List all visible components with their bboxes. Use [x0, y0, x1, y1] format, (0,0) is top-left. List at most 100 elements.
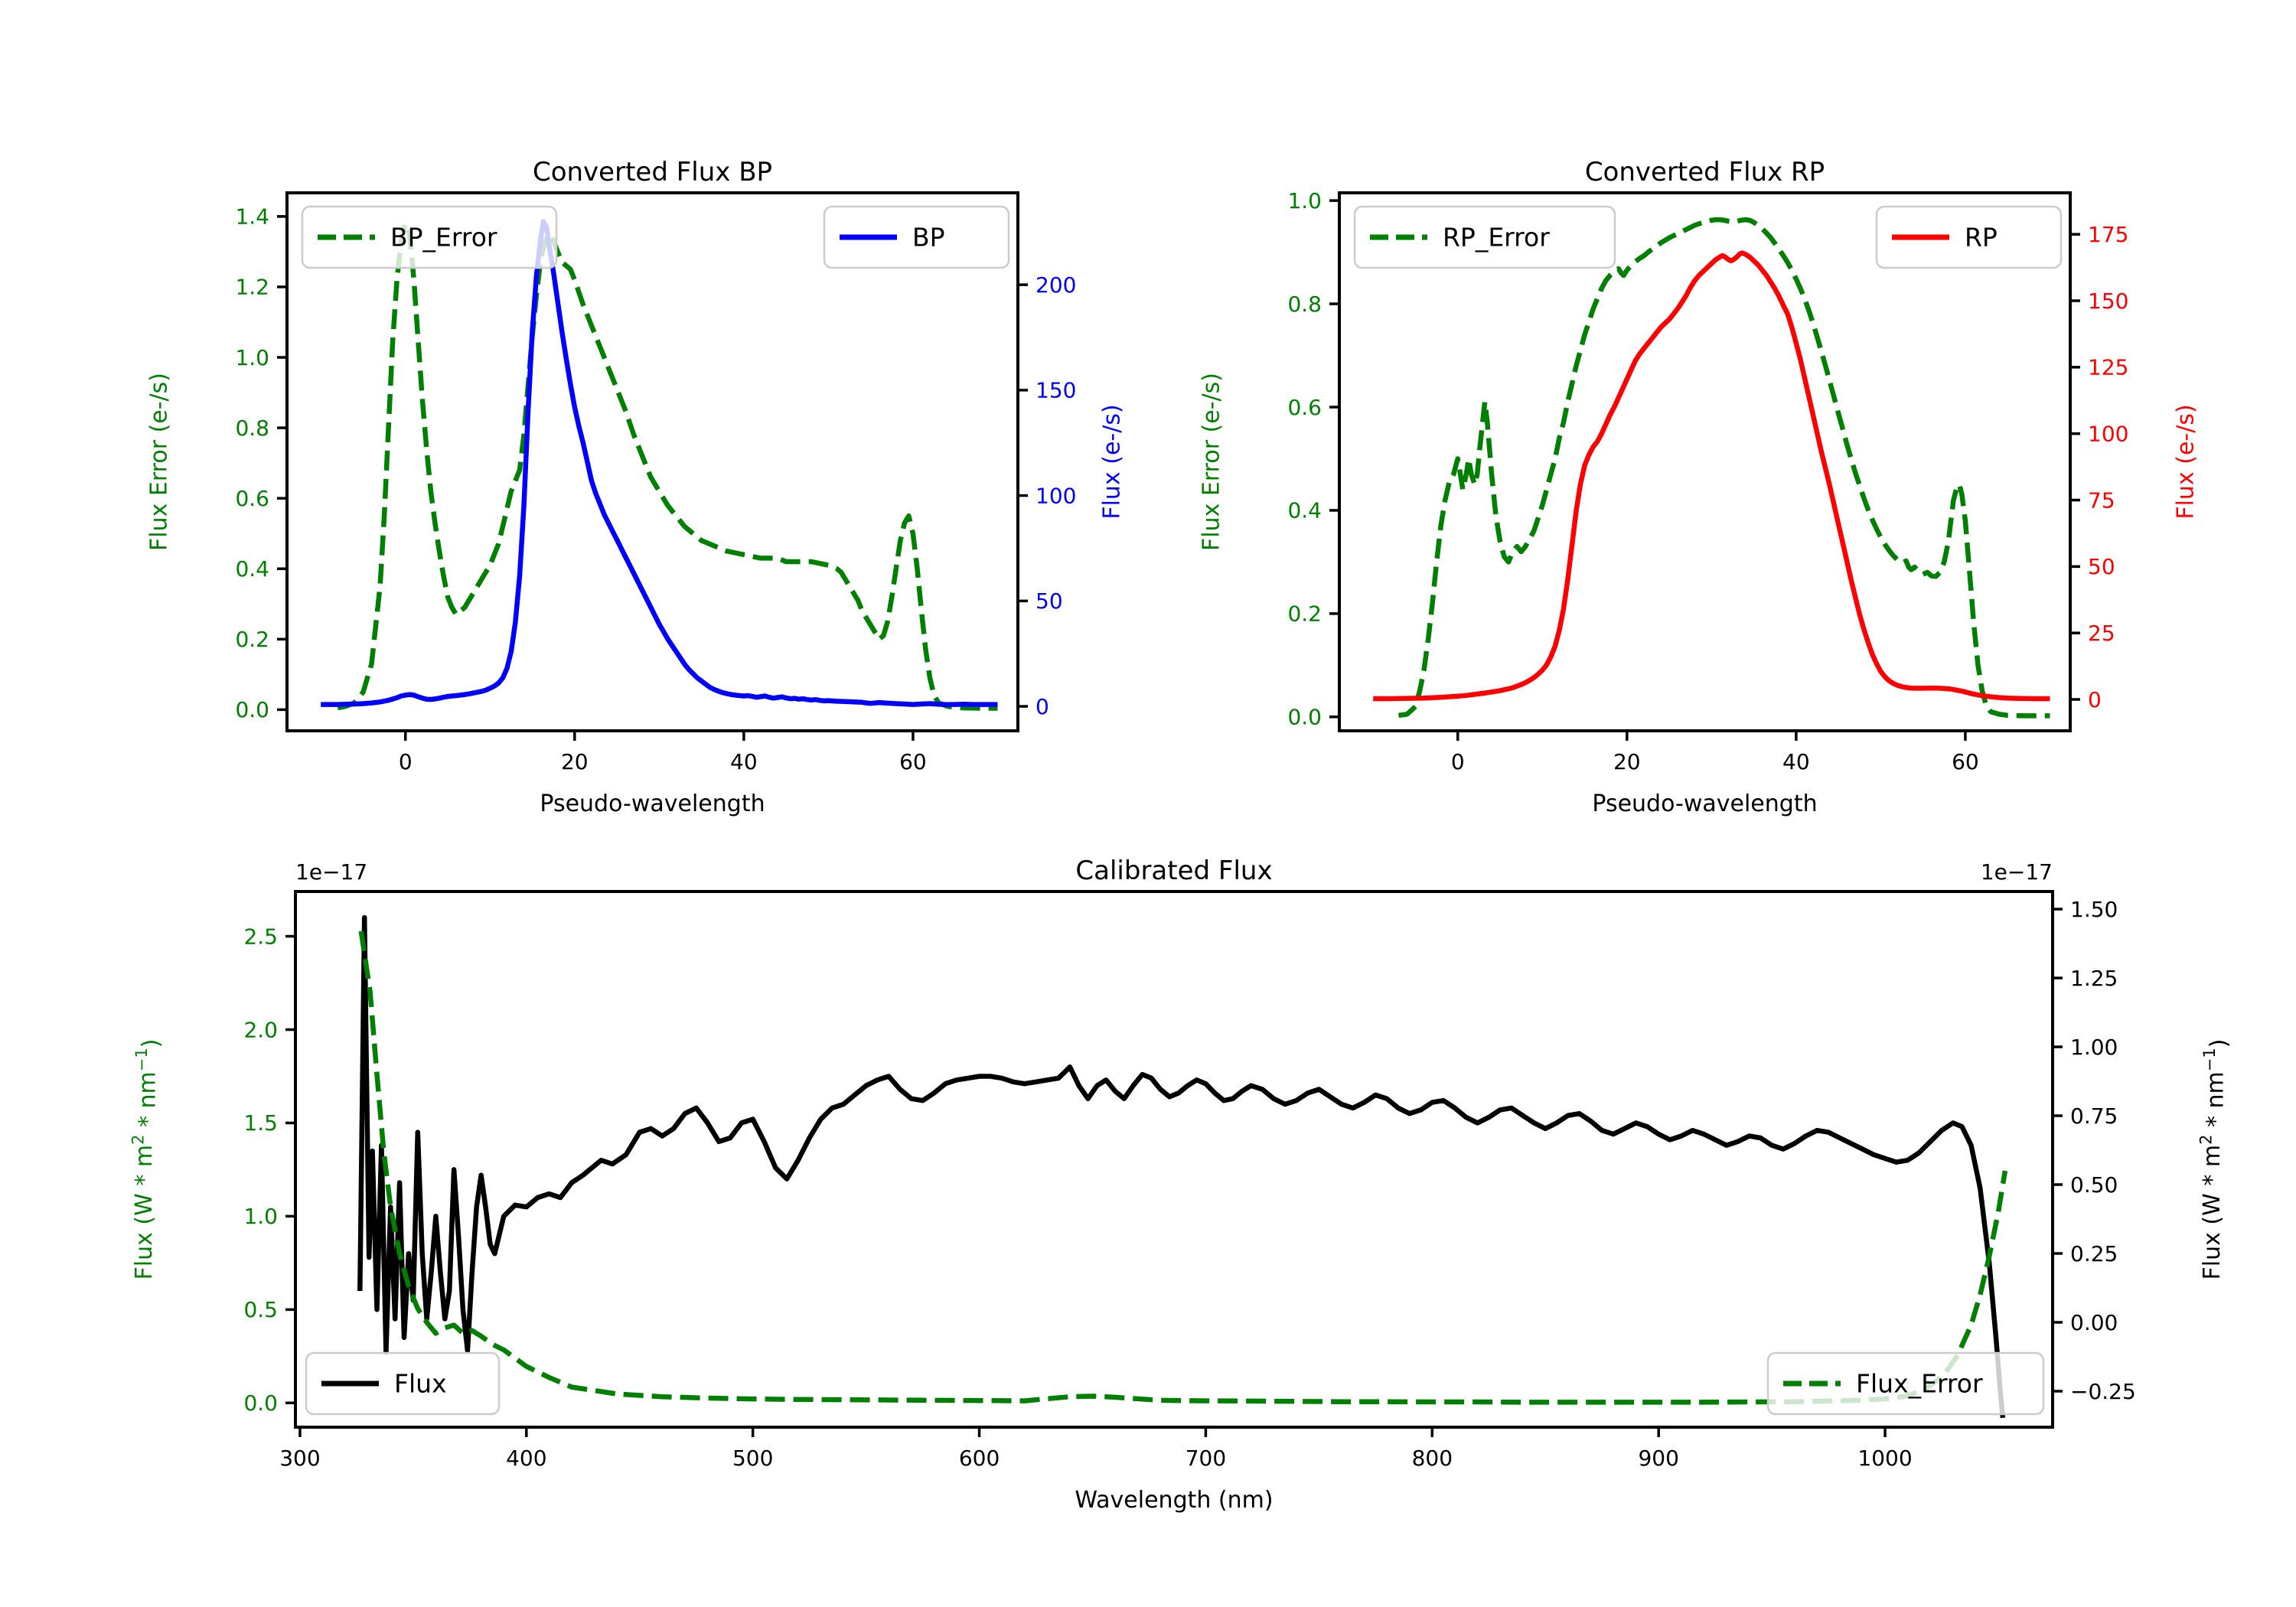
axes-frame: [294, 890, 2054, 1429]
subplot-cal: 300 400 500 600 700 800 900 1000 0.0 0.5 1.0 1.5 2.0…: [129, 856, 2233, 1514]
series-flux-line: [357, 914, 2006, 1419]
y-tick-label-right: 125: [2088, 355, 2128, 380]
label-text: * nm: [135, 1071, 161, 1134]
subplot-bp: 0 20 40 60 0.0 0.2 0.4 0.6 0.8 1.0 1.2 1.4 0 50 100 150…: [146, 157, 1126, 817]
x-tick-label: 800: [1412, 1446, 1453, 1471]
series-bp-line: [321, 219, 998, 708]
x-tick-label: 20: [1613, 749, 1641, 774]
x-tick-label: 900: [1638, 1446, 1678, 1471]
y-tick-label-left: 0.2: [1287, 601, 1322, 627]
legend-box: [301, 205, 558, 269]
legend-bp-error: BP_Error: [301, 205, 558, 269]
y-tick-label-left: 0.6: [235, 486, 269, 511]
y-tick-label-right: 1.50: [2070, 897, 2118, 922]
y-tick-label-right: 0: [2088, 687, 2102, 712]
legend-bp: BP: [823, 205, 1010, 269]
y-tick-label-right: 175: [2088, 222, 2128, 247]
legend-box: [305, 1351, 501, 1416]
x-tick-label: 40: [1782, 749, 1810, 774]
x-tick-label: 1000: [1857, 1446, 1912, 1471]
series-group: [1373, 217, 2050, 719]
y-axis-label-left: Flux Error (e-/s): [146, 373, 173, 551]
legend-box: [823, 205, 1010, 269]
legend-rp: RP: [1875, 205, 2063, 269]
y-axis-label-right: Flux (e-/s): [2173, 404, 2200, 519]
y-axis-label-right: Flux (e-/s): [1099, 404, 1126, 519]
y-tick-label-right: 50: [1035, 588, 1063, 614]
subplot-title: Converted Flux BP: [533, 157, 772, 187]
x-tick-label: 0: [399, 749, 413, 774]
label-text: * nm: [2203, 1071, 2229, 1134]
legend-label: Flux_Error: [1856, 1369, 1983, 1399]
y-tick-label-left: 0.4: [235, 556, 269, 582]
y-tick-label-right: 150: [2088, 288, 2128, 314]
legend-label: BP_Error: [390, 223, 497, 253]
axes-frame: [285, 191, 1019, 732]
y-tick-label-left: 1.2: [235, 275, 269, 300]
legend-flux: Flux: [305, 1351, 501, 1416]
label-text: Flux (W * m: [131, 1145, 158, 1280]
x-tick-label: 400: [506, 1446, 546, 1471]
y-tick-label-left: 2.5: [243, 924, 278, 949]
legend-label: BP: [912, 223, 945, 253]
y-tick-label-left: 0.6: [1287, 395, 1322, 420]
y-axis-label-left: Flux (W * m2 * nm−1): [129, 1039, 165, 1280]
y-tick-label-right: 0.50: [2070, 1172, 2118, 1198]
x-tick-label: 500: [732, 1446, 773, 1471]
y-tick-label-left: 1.5: [243, 1110, 278, 1136]
series-rp-line: [1373, 250, 2050, 702]
y-tick-label-right: 100: [2088, 421, 2128, 446]
legend-box: [1875, 205, 2063, 269]
subplot-rp: 0 20 40 60 0.0 0.2 0.4 0.6 0.8 1.0 0 25 50 75 100 125 15…: [1199, 157, 2200, 817]
y-tick-label-right: 200: [1035, 272, 1076, 298]
legend-flux-error: Flux_Error: [1766, 1351, 2045, 1416]
y-tick-label-left: 1.4: [235, 204, 269, 230]
x-tick-label: 300: [279, 1446, 320, 1471]
y-tick-label-left: 1.0: [243, 1204, 278, 1229]
y-tick-label-left: 0.8: [235, 416, 269, 441]
series-rp-error-line: [1397, 217, 2050, 719]
series-group: [321, 219, 998, 711]
x-tick-label: 600: [959, 1446, 1000, 1471]
superscript-text: 2: [129, 1135, 148, 1145]
y-tick-label-right: 1.25: [2070, 966, 2118, 991]
x-tick-label: 60: [1952, 749, 1979, 774]
y-tick-label-left: 0.4: [1287, 498, 1322, 523]
y-tick-label-right: 1.00: [2070, 1035, 2118, 1060]
x-tick-label: 60: [899, 749, 927, 774]
x-tick-label: 700: [1186, 1446, 1226, 1471]
y-tick-label-right: 50: [2088, 554, 2115, 579]
y-tick-label-right: 25: [2088, 621, 2115, 646]
subplot-title: Calibrated Flux: [1075, 856, 1272, 886]
y-tick-label-right: −0.25: [2070, 1379, 2136, 1404]
x-tick-label: 0: [1451, 749, 1465, 774]
label-text: Flux (W * m: [2199, 1145, 2226, 1280]
legend-label: RP: [1965, 223, 1998, 253]
offset-text-left: 1e−17: [295, 859, 367, 885]
y-tick-label-left: 0.5: [243, 1297, 278, 1322]
legend-box: [1353, 205, 1616, 269]
x-tick-label: 40: [730, 749, 758, 774]
y-tick-label-right: 150: [1035, 378, 1076, 403]
y-tick-label-left: 1.0: [1287, 188, 1322, 214]
subplot-title: Converted Flux RP: [1585, 157, 1825, 187]
offset-text-right: 1e−17: [1981, 859, 2053, 885]
y-tick-label-left: 1.0: [235, 345, 269, 370]
legend-label: RP_Error: [1443, 223, 1550, 253]
y-axis-label-left: Flux Error (e-/s): [1199, 373, 1225, 551]
superscript-text: −1: [132, 1048, 151, 1071]
superscript-text: 2: [2197, 1135, 2216, 1145]
y-tick-label-left: 0.0: [1287, 705, 1322, 730]
y-tick-label-right: 0: [1035, 694, 1049, 719]
y-tick-label-right: 0.75: [2070, 1103, 2118, 1129]
series-bp-error-line: [337, 220, 998, 711]
y-axis-label-right: Flux (W * m2 * nm−1): [2197, 1039, 2233, 1280]
label-text: ): [2206, 1039, 2232, 1048]
legend-box: [1766, 1351, 2045, 1416]
y-tick-label-right: 75: [2088, 487, 2115, 513]
y-tick-label-right: 100: [1035, 483, 1076, 508]
x-tick-label: 20: [561, 749, 589, 774]
series-group: [357, 914, 2008, 1419]
